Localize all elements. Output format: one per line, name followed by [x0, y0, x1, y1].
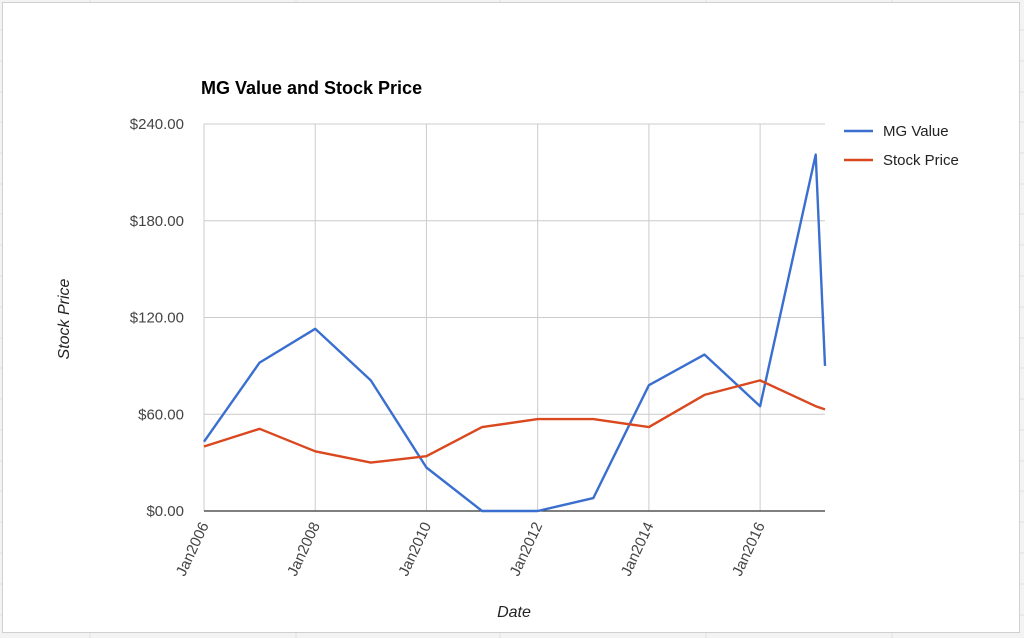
y-tick-label: $120.00: [130, 310, 184, 327]
x-tick-label: Jan2010: [395, 520, 435, 579]
legend-label: MG Value: [883, 123, 949, 140]
x-tick-label: Jan2012: [507, 520, 547, 579]
x-tick-label: Jan2016: [729, 520, 769, 579]
legend: MG Value Stock Price: [844, 123, 959, 169]
series-line-mg-value: [203, 153, 827, 513]
y-tick-label: $0.00: [146, 503, 184, 520]
gridlines: [203, 123, 825, 512]
y-tick-label: $180.00: [130, 213, 184, 230]
y-tick-label: $240.00: [130, 116, 184, 133]
chart-title: MG Value and Stock Price: [201, 78, 422, 98]
legend-label: Stock Price: [883, 152, 959, 169]
line-chart: $0.00 $60.00 $120.00 $180.00 $240.00 Jan2006…: [56, 78, 959, 621]
x-axis-ticks: Jan2006 Jan2008 Jan2010 Jan2012 Jan2014 Jan20…: [173, 520, 769, 579]
x-tick-label: Jan2006: [173, 520, 213, 579]
y-axis-title: Stock Price: [56, 278, 73, 359]
series-line-stock-price: [203, 379, 826, 464]
y-tick-label: $60.00: [138, 406, 184, 423]
x-axis-title: Date: [497, 604, 531, 621]
x-tick-label: Jan2014: [618, 520, 658, 579]
y-axis-ticks: $0.00 $60.00 $120.00 $180.00 $240.00: [130, 116, 184, 520]
x-tick-label: Jan2008: [284, 520, 324, 579]
series-lines: [203, 153, 827, 513]
